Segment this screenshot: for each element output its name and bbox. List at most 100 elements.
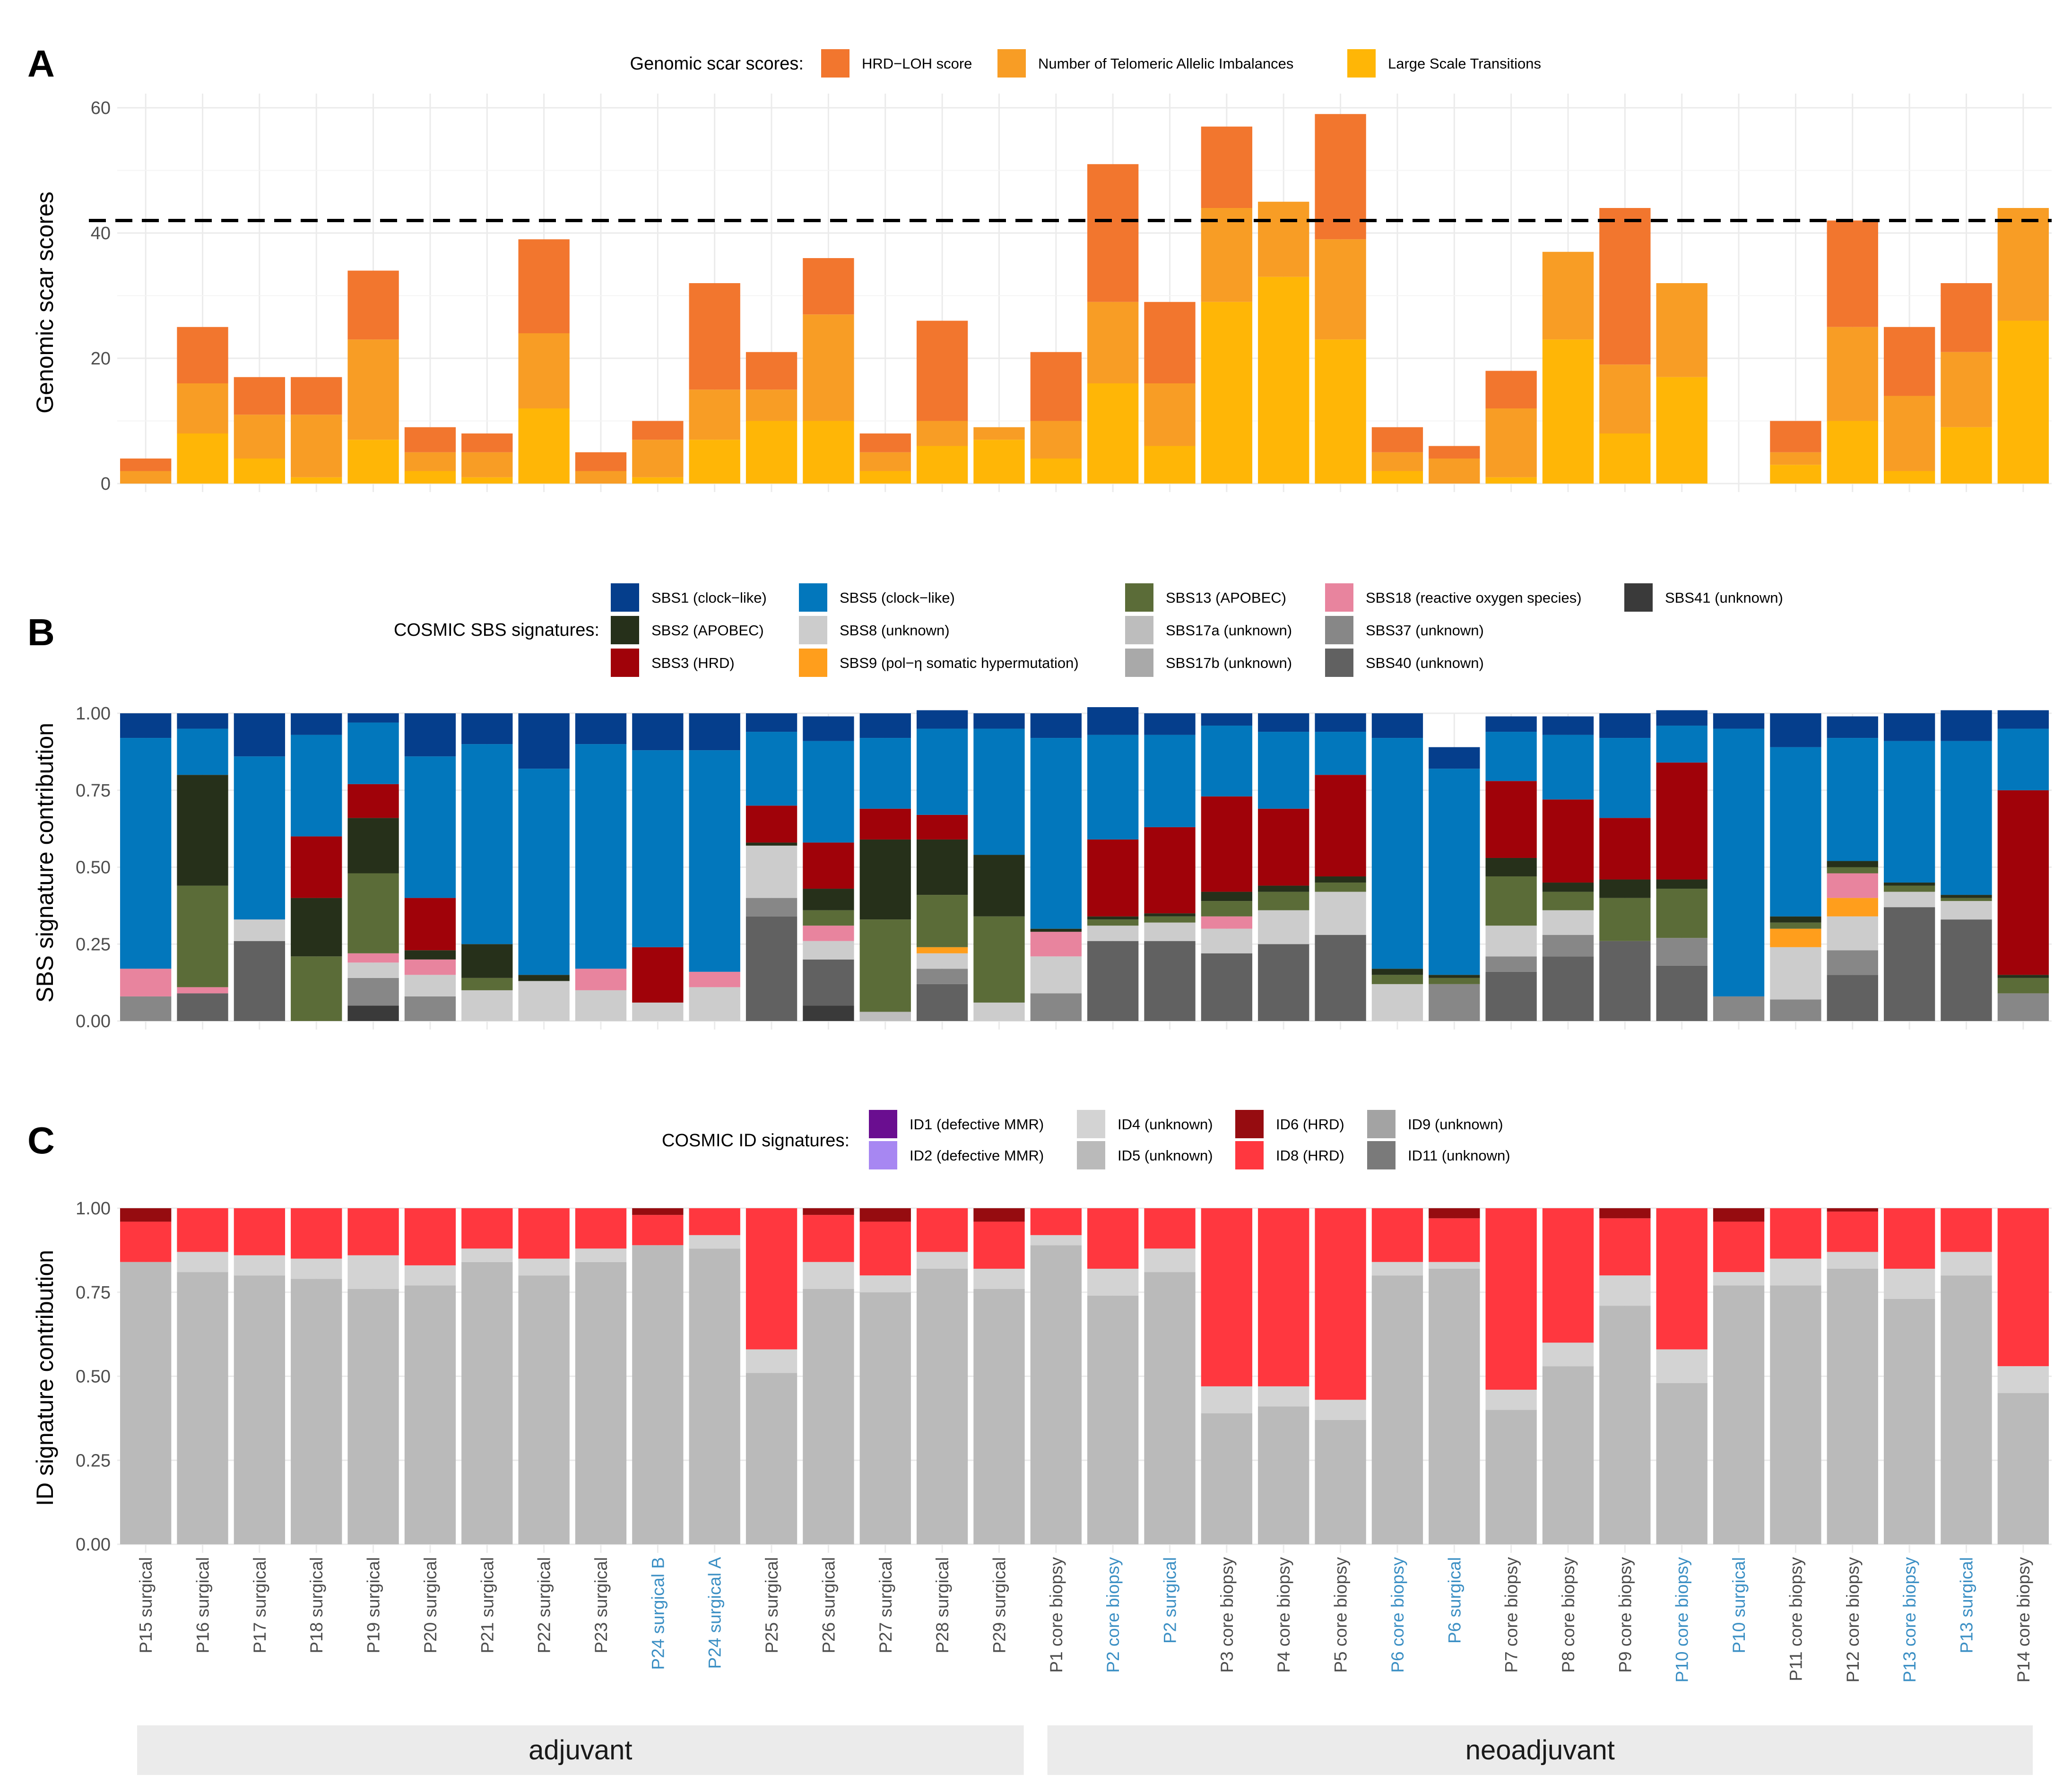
legends: HRD−LOH score Number of Telomeric Allelic…: [611, 49, 1783, 1169]
bar-segment-large-scale-transitions: [404, 471, 456, 484]
bar-segment-sbs37-unknown: [916, 969, 968, 984]
bar-segment-sbs41-unknown: [347, 1005, 399, 1021]
bar-segment-sbs5-clock-like: [632, 750, 684, 947]
bar-segment-number-of-telomeric-allelic-imbalances: [632, 440, 684, 477]
bar-segment-sbs5-clock-like: [347, 722, 399, 784]
panel-a-letter: A: [27, 43, 55, 85]
bar-segment-hrd-loh-score: [1030, 352, 1082, 421]
bar-segment-id4-unknown: [1713, 1272, 1765, 1286]
bar-segment-id4-unknown: [404, 1265, 456, 1286]
bar-segment-sbs3-hrd: [632, 947, 684, 1003]
bar-segment-sbs18-reactive-oxygen-species: [803, 926, 854, 941]
x-label-p26-surgical: P26 surgical: [819, 1557, 838, 1653]
x-label-p9-core-biopsy: P9 core biopsy: [1615, 1557, 1635, 1673]
bar-segment-id8-hrd: [234, 1208, 286, 1255]
bar-segment-sbs8-unknown: [1315, 892, 1366, 935]
bar-segment-number-of-telomeric-allelic-imbalances: [1201, 208, 1253, 302]
bar-segment-id6-hrd: [859, 1208, 911, 1222]
bar-segment-sbs2-apobec: [404, 950, 456, 960]
bar-segment-id4-unknown: [1485, 1389, 1537, 1410]
bar-segment-sbs5-clock-like: [1713, 728, 1765, 996]
bar-segment-sbs5-clock-like: [1770, 747, 1821, 917]
panel-b-ylabel: SBS signature contribution: [32, 723, 58, 1003]
legend-label-sbs1-clock-like: SBS1 (clock−like): [651, 589, 767, 606]
bar-segment-large-scale-transitions: [1599, 433, 1651, 484]
bar-segment-id5-unknown: [234, 1275, 286, 1544]
legend-key-hrd-loh-score: [821, 49, 849, 78]
bar-segment-sbs2-apobec: [1485, 857, 1537, 877]
bar-segment-id4-unknown: [234, 1255, 286, 1276]
bar-segment-sbs8-unknown: [916, 953, 968, 969]
strip-label-neoadjuvant: neoadjuvant: [1465, 1735, 1615, 1766]
panel-c-letter: C: [27, 1119, 55, 1161]
bar-segment-id5-unknown: [745, 1373, 797, 1544]
bar-segment-number-of-telomeric-allelic-imbalances: [859, 452, 911, 471]
bar-segment-id5-unknown: [575, 1262, 627, 1544]
bar-segment-number-of-telomeric-allelic-imbalances: [973, 427, 1025, 440]
bar-segment-number-of-telomeric-allelic-imbalances: [916, 421, 968, 446]
bar-segment-id5-unknown: [1201, 1413, 1253, 1544]
bar-segment-sbs1-clock-like: [745, 713, 797, 732]
bar-segment-sbs3-hrd: [1485, 781, 1537, 858]
bar-segment-sbs13-apobec: [1485, 876, 1537, 926]
bar-segment-id8-hrd: [916, 1208, 968, 1252]
x-label-p13-surgical: P13 surgical: [1957, 1557, 1976, 1653]
x-label-p24-surgical-b: P24 surgical B: [648, 1557, 667, 1670]
bar-segment-sbs13-apobec: [1883, 885, 1935, 892]
bar-segment-sbs37-unknown: [1827, 950, 1878, 975]
bar-segment-id4-unknown: [347, 1255, 399, 1289]
bar-segment-number-of-telomeric-allelic-imbalances: [1542, 251, 1594, 340]
bar-segment-number-of-telomeric-allelic-imbalances: [1429, 459, 1480, 484]
legend-key-sbs13-apobec: [1125, 583, 1153, 612]
bar-segment-id4-unknown: [859, 1275, 911, 1292]
bar-segment-id4-unknown: [1258, 1386, 1309, 1407]
x-label-p1-core-biopsy: P1 core biopsy: [1047, 1557, 1066, 1673]
bar-segment-sbs13-apobec: [177, 885, 228, 987]
bar-segment-sbs40-unknown: [1542, 956, 1594, 1021]
bar-segment-id8-hrd: [1713, 1221, 1765, 1273]
bar-segment-id5-unknown: [461, 1262, 513, 1544]
legend-label-id5-unknown: ID5 (unknown): [1118, 1147, 1213, 1164]
bar-segment-sbs5-clock-like: [291, 735, 342, 837]
legend-label-number-of-telomeric-allelic-imbalances: Number of Telomeric Allelic Imbalances: [1038, 55, 1293, 72]
bar-segment-sbs13-apobec: [1315, 883, 1366, 892]
panel-b-legend-title: COSMIC SBS signatures:: [394, 620, 599, 640]
bar-segment-number-of-telomeric-allelic-imbalances: [745, 390, 797, 421]
bar-segment-sbs40-unknown: [916, 984, 968, 1021]
x-label-p19-surgical: P19 surgical: [364, 1557, 383, 1653]
bar-segment-sbs5-clock-like: [1201, 726, 1253, 796]
bar-segment-hrd-loh-score: [1087, 164, 1139, 302]
panel-c-legend-title: COSMIC ID signatures:: [662, 1131, 849, 1151]
bar-segment-sbs18-reactive-oxygen-species: [347, 953, 399, 963]
bar-segment-hrd-loh-score: [632, 421, 684, 440]
bar-segment-sbs2-apobec: [461, 944, 513, 978]
bar-segment-sbs5-clock-like: [916, 728, 968, 815]
bar-segment-sbs40-unknown: [1315, 935, 1366, 1021]
bar-segment-sbs13-apobec: [1087, 919, 1139, 926]
bar-segment-id4-unknown: [1599, 1275, 1651, 1306]
strip-label-adjuvant: adjuvant: [529, 1735, 632, 1766]
bar-segment-id8-hrd: [347, 1208, 399, 1255]
bar-segment-sbs8-unknown: [234, 919, 286, 941]
x-label-p13-core-biopsy: P13 core biopsy: [1900, 1557, 1919, 1683]
bar-segment-id8-hrd: [859, 1221, 911, 1276]
bar-segment-sbs8-unknown: [1030, 956, 1082, 994]
bar-segment-sbs2-apobec: [916, 839, 968, 895]
bar-segment-id8-hrd: [461, 1208, 513, 1249]
bar-segment-sbs13-apobec: [973, 916, 1025, 1003]
bar-segment-id5-unknown: [1827, 1268, 1878, 1544]
bar-segment-id8-hrd: [1485, 1208, 1537, 1390]
bar-segment-large-scale-transitions: [1485, 477, 1537, 484]
y-tick-label: 0: [101, 474, 111, 494]
bar-segment-large-scale-transitions: [1258, 277, 1309, 484]
bar-segment-sbs37-unknown: [1713, 996, 1765, 1021]
bar-segment-sbs18-reactive-oxygen-species: [177, 987, 228, 994]
bar-segment-sbs13-apobec: [1770, 922, 1821, 929]
bar-segment-sbs1-clock-like: [632, 713, 684, 751]
bar-segment-hrd-loh-score: [575, 452, 627, 471]
bar-segment-sbs3-hrd: [1599, 818, 1651, 880]
bar-segment-large-scale-transitions: [234, 459, 286, 484]
bar-segment-number-of-telomeric-allelic-imbalances: [1144, 383, 1196, 446]
bar-segment-sbs40-unknown: [1827, 975, 1878, 1021]
legend-label-hrd-loh-score: HRD−LOH score: [862, 55, 972, 72]
